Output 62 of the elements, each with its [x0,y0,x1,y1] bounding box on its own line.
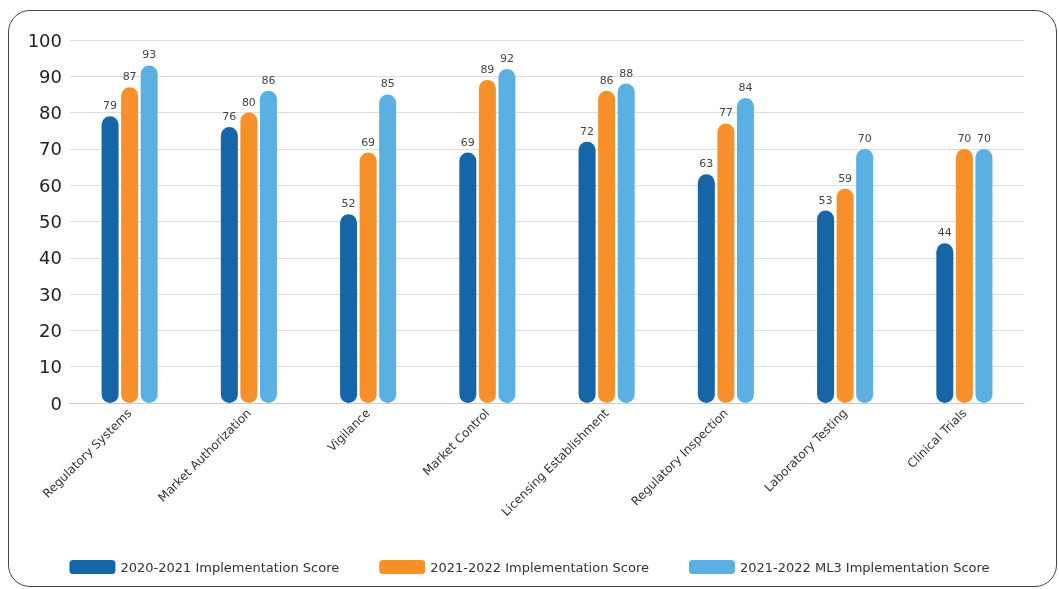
y-tick-label: 40 [39,247,62,269]
bar [856,148,874,403]
bar [101,116,119,403]
bar [379,94,397,403]
y-tick-label: 100 [27,29,62,51]
bar [697,174,715,403]
y-tick-label: 0 [50,392,62,414]
bar [259,90,277,403]
y-tick-label: 10 [39,356,62,378]
y-tick-label: 50 [39,211,62,232]
data-label: 70 [957,131,972,145]
bar [975,148,993,403]
data-label: 63 [699,157,714,171]
bar [617,83,635,403]
data-label: 92 [499,52,514,66]
bar [220,127,238,403]
bar [578,141,596,403]
y-tick-label: 80 [39,102,62,124]
data-label: 53 [818,193,833,207]
data-label: 79 [103,99,118,113]
data-label: 77 [718,106,733,120]
y-tick-label: 70 [39,138,62,160]
y-tick-label: 90 [39,65,62,87]
data-label: 69 [361,135,376,149]
bar [459,152,477,403]
data-label: 72 [580,124,595,138]
y-tick-label: 20 [39,319,62,341]
data-label: 86 [261,73,276,87]
bar [936,243,954,403]
bar [359,152,377,403]
data-label: 84 [738,81,753,95]
data-label: 69 [460,135,475,149]
y-tick-label: 30 [39,283,62,305]
bar [498,69,516,403]
legend-label: 2020-2021 Implementation Score [120,559,340,575]
data-label: 70 [976,131,991,145]
data-label: 87 [122,70,137,84]
bar [478,79,496,403]
data-label: 59 [838,171,853,185]
data-label: 52 [341,197,356,211]
data-label: 80 [241,95,256,109]
data-label: 88 [619,66,634,80]
bar [140,65,158,403]
data-label: 70 [857,131,872,145]
data-label: 76 [222,110,237,124]
data-label: 93 [142,48,157,62]
bar [717,123,735,403]
legend-label: 2021-2022 Implementation Score [430,559,649,575]
data-label: 85 [380,77,395,91]
bar [955,148,973,403]
legend-label: 2021-2022 ML3 Implementation Score [739,559,990,575]
data-label: 44 [937,226,952,240]
bar [340,214,358,403]
y-tick-label: 60 [39,174,62,196]
bar [817,210,835,403]
bar [836,188,854,403]
data-label: 89 [480,62,495,76]
bar [121,87,139,403]
bar [240,112,258,403]
bar [736,98,754,403]
data-label: 86 [599,73,614,87]
bar [598,90,616,403]
